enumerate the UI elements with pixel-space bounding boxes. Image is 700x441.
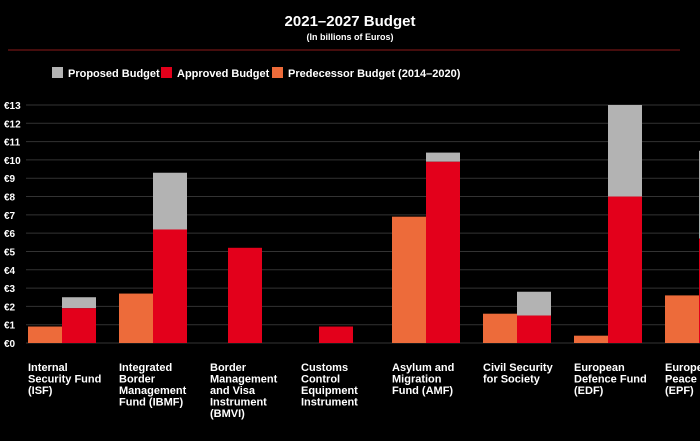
y-tick-label: €11 (4, 138, 21, 149)
category-label: Internal Security Fund (ISF) (28, 362, 101, 397)
bar-approved-budget (319, 327, 353, 343)
bar-approved-budget (517, 316, 551, 343)
category-label: Border Management and Visa Instrument (BMVI) (210, 362, 278, 420)
category-label: European Defence Fund (EDF) (574, 362, 647, 397)
chart-title: 2021–2027 Budget (285, 13, 416, 30)
legend-swatch-predecessor (272, 67, 283, 78)
y-tick-label: €7 (4, 211, 16, 222)
bar-approved-budget (62, 308, 96, 343)
y-tick-label: €2 (4, 302, 16, 313)
y-tick-label: €4 (4, 266, 16, 277)
y-tick-label: €13 (4, 101, 21, 112)
budget-chart: 2021–2027 Budget (In billions of Euros) … (0, 0, 700, 441)
y-tick-label: €9 (4, 174, 16, 185)
bars (28, 105, 700, 343)
bar-predecessor-budget (392, 217, 426, 343)
y-tick-label: €5 (4, 247, 16, 258)
bar-approved-budget (608, 197, 642, 343)
y-tick-label: €3 (4, 284, 16, 295)
category-label: Civil Security for Society (483, 362, 554, 386)
legend-swatch-proposed (52, 67, 63, 78)
legend-swatch-approved (161, 67, 172, 78)
y-tick-label: €8 (4, 193, 16, 204)
y-tick-label: €0 (4, 339, 16, 350)
bar-proposed-budget (608, 105, 642, 197)
bar-proposed-budget (153, 173, 187, 230)
bar-approved-budget (426, 162, 460, 343)
bar-proposed-budget (517, 292, 551, 316)
y-tick-label: €1 (4, 321, 16, 332)
bar-predecessor-budget (665, 295, 699, 343)
bar-predecessor-budget (28, 327, 62, 343)
bar-predecessor-budget (119, 294, 153, 343)
y-tick-label: €12 (4, 119, 21, 130)
legend-label-proposed: Proposed Budget (68, 68, 160, 80)
category-label: EuropeanPeace Facility(EPF) (665, 362, 700, 397)
y-axis-ticks: €0 €1 €2 €3 €4 €5 €6 €7 €8 €9 €10 €11 €12 €13 (4, 101, 21, 350)
y-tick-label: €6 (4, 229, 16, 240)
category-label: Customs Control Equipment Instrument (301, 362, 358, 409)
bar-proposed-budget (426, 153, 460, 162)
category-label: Asylum and Migration Fund (AMF) (392, 362, 454, 397)
legend: Proposed Budget Approved Budget Predeces… (52, 67, 461, 80)
chart-subtitle: (In billions of Euros) (307, 32, 394, 42)
y-tick-label: €10 (4, 156, 21, 167)
legend-label-approved: Approved Budget (177, 68, 270, 80)
legend-label-predecessor: Predecessor Budget (2014–2020) (288, 68, 461, 80)
bar-approved-budget (228, 248, 262, 343)
bar-predecessor-budget (483, 314, 517, 343)
bar-proposed-budget (62, 297, 96, 308)
category-labels: Internal Security Fund (ISF) Integrated Bord… (28, 362, 700, 420)
bar-approved-budget (153, 229, 187, 343)
category-label: Integrated Border Management Fund (IBMF) (119, 362, 187, 409)
bar-predecessor-budget (574, 336, 608, 343)
